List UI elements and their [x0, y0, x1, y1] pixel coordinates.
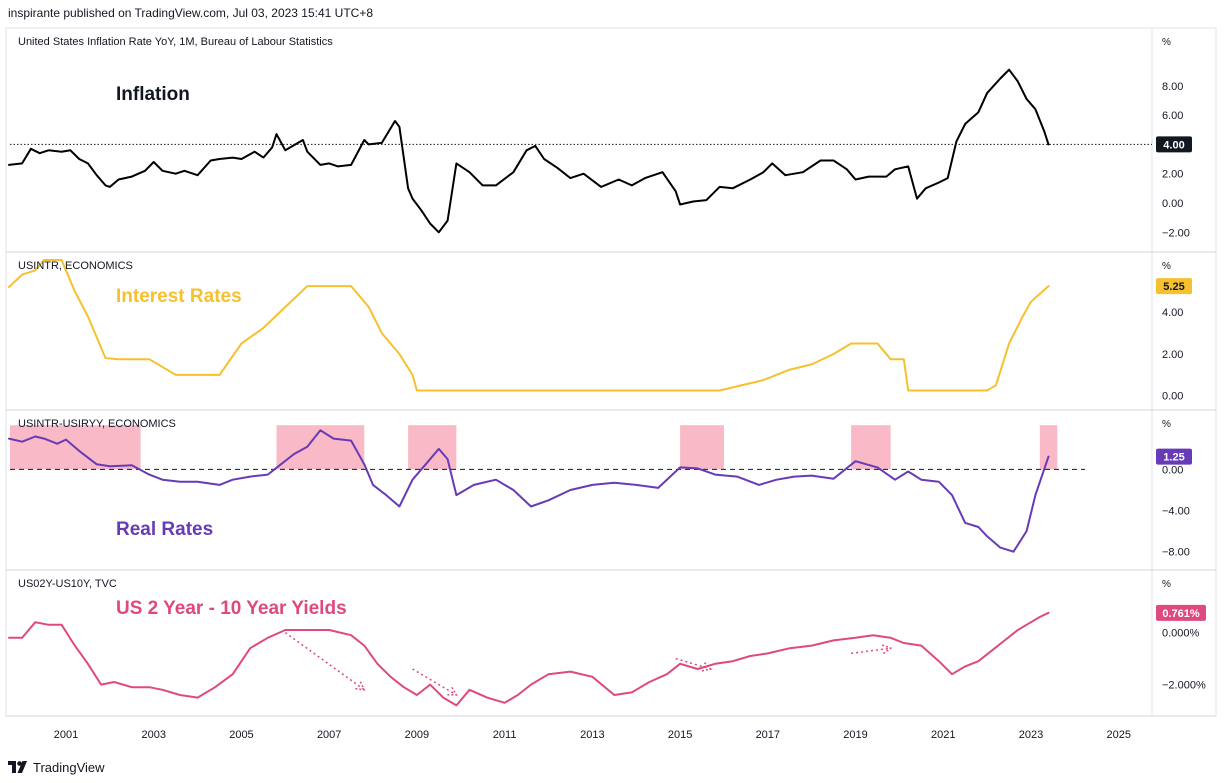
series-line-yields	[8, 611, 1050, 707]
pane-title: USINTR, ECONOMICS	[18, 260, 133, 272]
x-tick-label: 2011	[493, 729, 517, 741]
pane-inflation: United States Inflation Rate YoY, 1M, Bu…	[8, 36, 1192, 239]
y-tick-label: 0.00	[1162, 464, 1183, 476]
axis-unit: %	[1162, 37, 1171, 48]
y-tick-label: −8.00	[1162, 547, 1190, 559]
annotation-arrow	[284, 631, 365, 691]
pane-yields: US02Y-US10Y, TVC US 2 Year - 10 Year Yiel…	[6, 569, 1216, 707]
pane-interest: USINTR, ECONOMICS Interest Rates% 4.00 2.00…	[6, 251, 1216, 403]
series-line-interest	[8, 259, 1050, 392]
published-header: inspirante published on TradingView.com,…	[8, 6, 374, 20]
highlight-box	[276, 425, 365, 470]
y-tick-label: 8.00	[1162, 81, 1183, 93]
axis-unit: %	[1162, 419, 1171, 430]
x-tick-label: 2025	[1106, 729, 1130, 741]
y-tick-label: 0.000%	[1162, 628, 1200, 640]
pane-label: Inflation	[116, 84, 190, 105]
highlight-box	[680, 425, 724, 470]
last-value-text: 1.25	[1163, 452, 1184, 464]
tradingview-logo-icon	[8, 761, 27, 773]
x-tick-label: 2021	[931, 729, 955, 741]
last-value-badge	[1156, 448, 1192, 465]
last-value-badge	[1156, 278, 1192, 295]
pane-label: US 2 Year - 10 Year Yields	[116, 598, 347, 619]
x-tick-label: 2009	[405, 729, 429, 741]
last-value-badge	[1156, 136, 1192, 153]
series-line-inflation	[8, 68, 1050, 234]
last-value-text: 5.25	[1163, 281, 1184, 293]
pane-label: Interest Rates	[116, 286, 242, 307]
annotation-arrowhead	[701, 662, 713, 672]
y-tick-label: −2.000%	[1162, 680, 1206, 692]
y-tick-label: 0.00	[1162, 391, 1183, 403]
x-tick-label: 2015	[668, 729, 692, 741]
y-tick-label: 2.00	[1162, 169, 1183, 181]
y-tick-label: 2.00	[1162, 349, 1183, 361]
y-tick-label: 6.00	[1162, 110, 1183, 122]
last-value-text: 0.761%	[1162, 608, 1200, 620]
y-tick-label: 4.00	[1162, 307, 1183, 319]
annotation-arrow	[851, 647, 891, 655]
y-tick-label: −2.00	[1162, 227, 1190, 239]
x-tick-label: 2005	[229, 729, 253, 741]
annotation-arrowhead	[355, 681, 366, 691]
pane-title: USINTR-USIRYY, ECONOMICS	[18, 418, 176, 430]
highlight-box	[1039, 425, 1058, 470]
series-line-real	[8, 429, 1050, 553]
x-tick-label: 2003	[141, 729, 165, 741]
tradingview-brand-text: TradingView	[33, 759, 105, 775]
pane-title: US02Y-US10Y, TVC	[18, 578, 117, 590]
annotation-arrowhead	[447, 686, 458, 696]
x-tick-label: 2013	[580, 729, 604, 741]
pane-real: USINTR-USIRYY, ECONOMICS Real Rates% 0.00 −…	[6, 409, 1216, 559]
annotation-arrowhead	[881, 644, 893, 655]
y-tick-label: 0.00	[1162, 198, 1183, 210]
last-value-badge	[1156, 604, 1206, 621]
annotation-arrow	[412, 668, 457, 696]
tradingview-footer[interactable]: TradingView	[8, 757, 105, 777]
axis-unit: %	[1162, 261, 1171, 272]
last-value-text: 4.00	[1163, 139, 1184, 151]
x-tick-label: 2017	[756, 729, 780, 741]
highlight-box	[851, 425, 891, 470]
x-tick-label: 2023	[1019, 729, 1043, 741]
x-tick-label: 2019	[843, 729, 867, 741]
pane-label: Real Rates	[116, 519, 213, 540]
annotation-arrow	[675, 657, 712, 670]
x-tick-label: 2001	[54, 729, 78, 741]
x-tick-label: 2007	[317, 729, 341, 741]
y-tick-label: −4.00	[1162, 506, 1190, 518]
axis-unit: %	[1162, 579, 1171, 590]
pane-title: United States Inflation Rate YoY, 1M, Bu…	[18, 36, 333, 48]
